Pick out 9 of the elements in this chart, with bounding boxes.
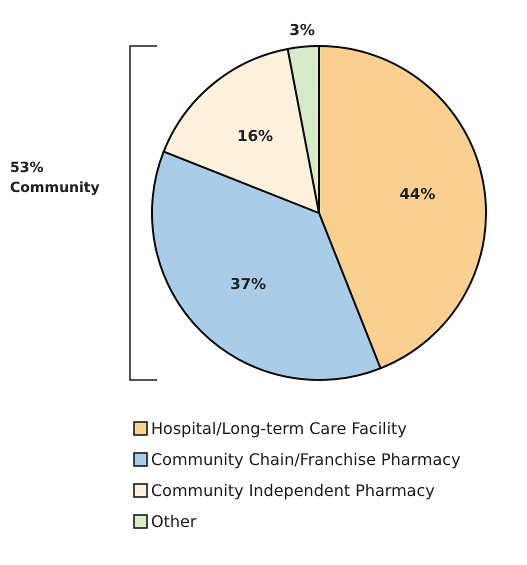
legend-label: Hospital/Long-term Care Facility <box>151 419 407 438</box>
data-label: 3% <box>289 20 315 39</box>
text: 53% Community <box>10 160 100 196</box>
data-label: 16% <box>237 126 274 145</box>
data-label: 44% <box>399 185 436 204</box>
legend-label: Community Chain/Franchise Pharmacy <box>151 450 461 469</box>
legend-label: Community Independent Pharmacy <box>151 481 435 500</box>
legend-label: Other <box>151 512 197 531</box>
data-label: 37% <box>230 274 266 293</box>
